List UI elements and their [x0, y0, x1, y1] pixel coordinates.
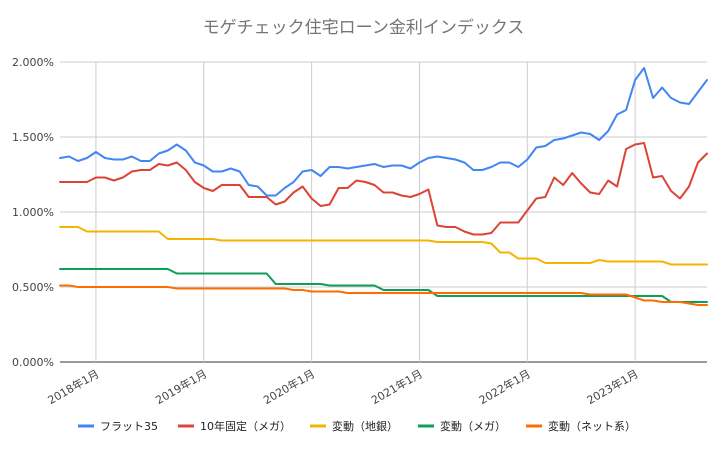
series-lines [59, 67, 708, 306]
y-tick-label: 2.000% [12, 56, 54, 69]
x-tick-label: 2021年1月 [369, 366, 425, 407]
series-line-3 [59, 226, 708, 266]
y-tick-label: 1.000% [12, 206, 54, 219]
x-axis-ticks: 2018年1月 2019年1月 2020年1月 2021年1月 2022年1月 2023年… [45, 366, 641, 407]
legend: フラット35 10年固定（メガ） 変動（地銀） 変動（メガ） 変動（ネット系） [78, 419, 636, 433]
series-line-5 [59, 284, 708, 306]
legend-label: 変動（ネット系） [548, 419, 636, 433]
y-tick-label: 0.500% [12, 281, 54, 294]
series-line-1 [59, 67, 708, 197]
legend-label: 10年固定（メガ） [200, 419, 291, 433]
chart-title: モゲチェック住宅ローン金利インデックス [203, 17, 525, 38]
legend-label: 変動（地銀） [332, 419, 398, 433]
x-tick-label: 2018年1月 [45, 366, 101, 407]
legend-label: フラット35 [100, 420, 158, 433]
y-axis-ticks: 0.000% 0.500% 1.000% 1.500% 2.000% [12, 56, 54, 369]
x-tick-label: 2023年1月 [584, 366, 640, 407]
series-line-4 [59, 268, 708, 303]
grid [60, 61, 707, 363]
x-tick-label: 2020年1月 [261, 366, 317, 407]
series-line-2 [59, 142, 708, 236]
x-tick-label: 2019年1月 [153, 366, 209, 407]
y-tick-label: 0.000% [12, 356, 54, 369]
x-tick-label: 2022年1月 [476, 366, 532, 407]
legend-label: 変動（メガ） [440, 419, 506, 433]
y-tick-label: 1.500% [12, 131, 54, 144]
